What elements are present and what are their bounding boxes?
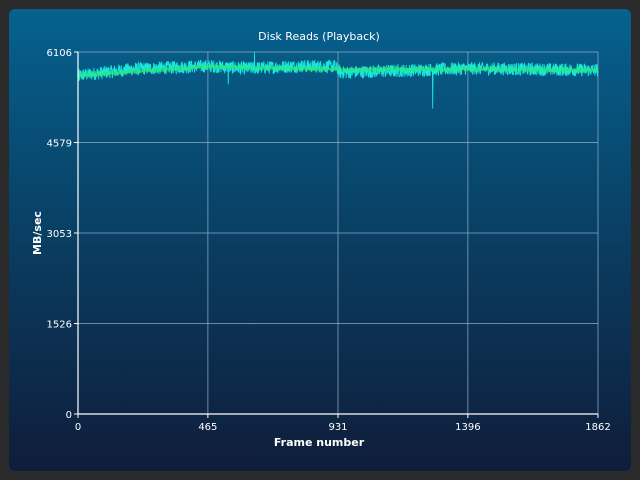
x-tick-label: 1862 (585, 422, 610, 433)
x-tick-label: 0 (75, 422, 81, 433)
y-tick-label: 1526 (47, 320, 72, 331)
grid (77, 51, 599, 415)
y-tick-label: 3053 (47, 229, 72, 240)
x-tick-label: 465 (198, 422, 217, 433)
chart-title: Disk Reads (Playback) (258, 30, 380, 43)
x-tick-label: 931 (328, 422, 347, 433)
line-chart: Disk Reads (Playback) 0 465 931 1396 1862 0 15… (31, 30, 611, 449)
x-tick-label: 1396 (455, 422, 480, 433)
y-tick-label: 4579 (47, 139, 72, 150)
chart-window: Disk Reads (Playback) 0 465 931 1396 1862 0 15… (9, 9, 631, 471)
tick-labels: 0 465 931 1396 1862 0 1526 3053 4579 6106 (47, 48, 611, 433)
y-tick-label: 6106 (47, 48, 72, 59)
y-tick-label: 0 (66, 410, 72, 421)
x-axis-label: Frame number (274, 436, 365, 449)
axes (74, 51, 599, 418)
series-line-1 (77, 62, 599, 79)
y-axis-label: MB/sec (31, 211, 44, 255)
series-layer (77, 52, 599, 109)
